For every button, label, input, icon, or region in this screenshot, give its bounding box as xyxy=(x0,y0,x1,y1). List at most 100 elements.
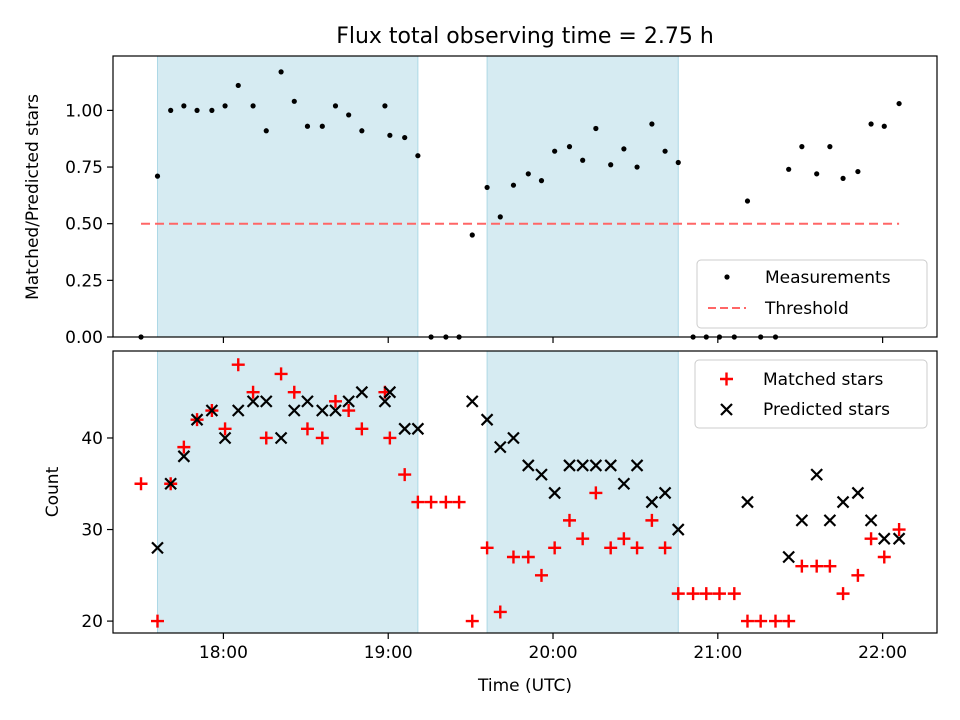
predicted-star-point xyxy=(164,477,177,491)
matched-star-point xyxy=(768,614,782,628)
matched-star-point xyxy=(383,431,397,445)
measurement-point xyxy=(402,134,408,141)
measurement-point xyxy=(538,178,545,184)
predicted-star-point xyxy=(795,514,809,527)
matched-star-point xyxy=(218,422,232,436)
matched-star-point xyxy=(506,550,520,564)
matched-star-point xyxy=(177,440,191,454)
measurement-point xyxy=(525,171,531,177)
bottom-xtick-label-0: 18:00 xyxy=(199,643,248,663)
matched-star-point xyxy=(699,587,713,601)
measurement-point xyxy=(881,123,887,129)
measurement-point xyxy=(484,184,490,191)
matched-star-point xyxy=(246,385,260,399)
matched-star-point xyxy=(150,614,164,628)
legend-matched-marker xyxy=(720,372,733,386)
matched-star-point xyxy=(892,523,906,537)
matched-star-point xyxy=(439,495,453,509)
matched-star-point xyxy=(424,495,438,509)
measurement-point xyxy=(415,153,421,159)
matched-star-point xyxy=(259,431,273,445)
matched-star-point xyxy=(795,559,809,573)
legend-measurements-label: Measurements xyxy=(765,268,891,288)
predicted-star-point xyxy=(589,459,603,472)
matched-star-point xyxy=(754,614,768,628)
predicted-star-point xyxy=(329,404,342,417)
predicted-star-point xyxy=(851,486,865,500)
measurement-point xyxy=(194,107,200,113)
top-legend-box xyxy=(696,259,928,329)
shaded-interval-1 xyxy=(486,55,679,338)
matched-star-point xyxy=(658,541,672,555)
matched-star-point xyxy=(836,587,850,601)
measurement-point xyxy=(181,103,187,109)
measurement-point xyxy=(621,146,627,152)
top-ylabel: Matched/Predicted stars xyxy=(23,94,43,300)
predicted-star-point xyxy=(535,468,548,481)
measurement-point xyxy=(855,168,861,175)
predicted-star-point xyxy=(877,532,891,545)
measurement-point xyxy=(662,148,668,154)
matched-star-point xyxy=(480,541,494,555)
predicted-star-point xyxy=(411,422,425,436)
top-ytick-label-1: 0.25 xyxy=(65,271,103,291)
matched-star-point xyxy=(231,358,245,372)
measurement-point xyxy=(840,175,846,181)
legend-matched-label: Matched stars xyxy=(763,370,883,390)
measurement-point xyxy=(382,103,388,109)
matched-star-point xyxy=(617,532,631,546)
top-axis-ticks: 0.00 0.25 0.50 0.75 1.00 xyxy=(65,101,884,348)
predicted-star-point xyxy=(218,431,232,445)
bottom-xtick-label-2: 20:00 xyxy=(529,643,578,663)
matched-star-point xyxy=(411,495,425,509)
predicted-star-point xyxy=(274,431,288,445)
predicted-star-point xyxy=(823,514,837,527)
top-shaded-intervals xyxy=(156,55,679,338)
top-ytick-label-3: 0.75 xyxy=(65,158,103,178)
measurement-point xyxy=(222,103,228,109)
top-ytick-label-4: 1.00 xyxy=(65,101,103,121)
predicted-star-point xyxy=(301,395,314,408)
shaded-interval-1 xyxy=(486,350,679,634)
predicted-star-point xyxy=(378,395,392,408)
matched-star-point xyxy=(493,605,507,619)
shaded-interval-0 xyxy=(156,350,419,634)
measurement-point xyxy=(263,128,269,134)
bottom-axis-ticks: 20 30 40 18:00 19:00 20:00 21:00 22:00 xyxy=(81,429,907,663)
predicted-star-point xyxy=(671,523,685,536)
measurement-point xyxy=(608,162,614,168)
measurement-point xyxy=(387,132,393,138)
measurement-point xyxy=(566,144,573,150)
measurement-point xyxy=(235,82,241,89)
bottom-xtick-label-3: 21:00 xyxy=(693,643,742,663)
measurement-point xyxy=(814,171,820,177)
measurement-point xyxy=(346,112,352,118)
predicted-star-point xyxy=(177,450,191,463)
matched-star-point xyxy=(630,541,644,555)
predicted-stars-points xyxy=(151,385,906,564)
predicted-star-point xyxy=(892,532,906,545)
xlabel: Time (UTC) xyxy=(477,676,572,696)
measurement-point xyxy=(469,232,475,238)
predicted-star-point xyxy=(864,514,878,527)
matched-star-point xyxy=(589,486,603,500)
predicted-star-point xyxy=(617,477,631,491)
bottom-ylabel: Count xyxy=(43,466,63,517)
matched-star-point xyxy=(355,422,369,436)
matched-star-point xyxy=(810,559,824,573)
matched-star-point xyxy=(342,404,356,418)
predicted-star-point xyxy=(231,404,245,417)
shaded-interval-0 xyxy=(156,55,419,338)
predicted-star-point xyxy=(522,459,535,472)
measurement-point xyxy=(168,107,174,113)
measurement-point xyxy=(209,107,215,113)
bottom-shaded-intervals xyxy=(156,350,679,634)
predicted-star-point xyxy=(645,495,659,509)
predicted-star-point xyxy=(630,459,644,472)
measurement-point xyxy=(359,128,365,134)
matched-star-point xyxy=(398,468,412,482)
predicted-star-point xyxy=(548,486,561,500)
predicted-star-point xyxy=(782,550,795,564)
matched-star-point xyxy=(548,541,562,555)
measurement-point xyxy=(799,144,805,150)
